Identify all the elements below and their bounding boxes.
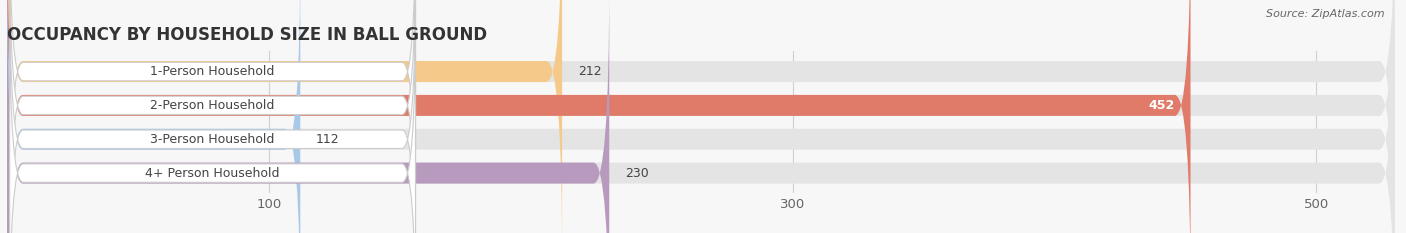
FancyBboxPatch shape — [7, 0, 1395, 233]
FancyBboxPatch shape — [7, 0, 562, 233]
Text: 452: 452 — [1149, 99, 1175, 112]
FancyBboxPatch shape — [10, 0, 416, 233]
FancyBboxPatch shape — [7, 0, 1191, 233]
Text: 3-Person Household: 3-Person Household — [150, 133, 274, 146]
FancyBboxPatch shape — [10, 0, 416, 233]
Text: 230: 230 — [624, 167, 648, 180]
FancyBboxPatch shape — [7, 0, 609, 233]
FancyBboxPatch shape — [7, 0, 301, 233]
Text: OCCUPANCY BY HOUSEHOLD SIZE IN BALL GROUND: OCCUPANCY BY HOUSEHOLD SIZE IN BALL GROU… — [7, 26, 486, 44]
Text: 212: 212 — [578, 65, 602, 78]
FancyBboxPatch shape — [7, 0, 1395, 233]
FancyBboxPatch shape — [7, 0, 1395, 233]
Text: 2-Person Household: 2-Person Household — [150, 99, 274, 112]
Text: Source: ZipAtlas.com: Source: ZipAtlas.com — [1267, 9, 1385, 19]
Text: 1-Person Household: 1-Person Household — [150, 65, 274, 78]
FancyBboxPatch shape — [7, 0, 1395, 233]
Text: 4+ Person Household: 4+ Person Household — [145, 167, 280, 180]
FancyBboxPatch shape — [10, 0, 416, 233]
FancyBboxPatch shape — [10, 10, 416, 233]
Text: 112: 112 — [316, 133, 340, 146]
